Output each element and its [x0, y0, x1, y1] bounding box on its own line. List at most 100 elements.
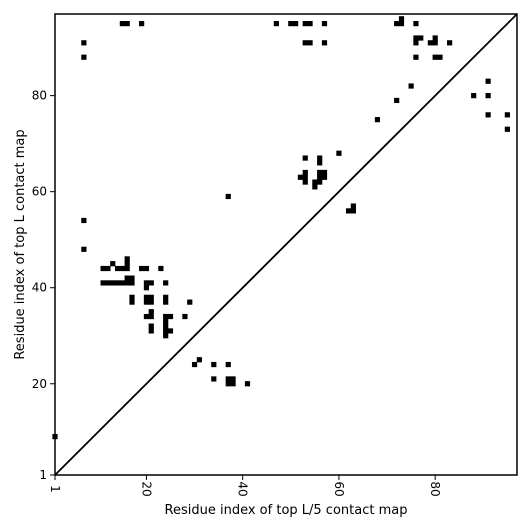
contact-point	[158, 265, 164, 272]
contact-point	[163, 328, 169, 334]
y-tick-label: 60	[32, 185, 47, 199]
contact-point	[307, 21, 313, 27]
contact-point	[148, 313, 154, 320]
contact-point	[129, 294, 135, 300]
contact-point	[167, 313, 174, 320]
contact-point	[124, 21, 130, 27]
contact-point	[148, 309, 154, 315]
contact-point	[196, 357, 202, 363]
contact-point	[413, 54, 419, 60]
contact-point	[148, 328, 154, 334]
contact-point	[148, 280, 154, 286]
contact-point	[437, 54, 443, 60]
contact-point	[374, 117, 381, 123]
x-tick-label: 1	[48, 485, 62, 493]
contact-point	[124, 265, 130, 272]
diagonal-line	[54, 13, 518, 476]
contact-point	[418, 35, 424, 41]
contact-point	[143, 285, 150, 291]
contact-point	[302, 169, 308, 176]
contact-point	[302, 174, 308, 180]
contact-point	[105, 280, 111, 286]
contact-point	[321, 21, 328, 27]
contact-point	[447, 40, 453, 46]
plot-frame	[54, 13, 518, 476]
contact-point	[211, 376, 217, 382]
contact-point	[119, 265, 125, 272]
contact-point	[225, 376, 231, 382]
contact-point	[211, 361, 217, 368]
x-tick-label: 20	[139, 481, 153, 496]
contact-point	[398, 21, 405, 27]
contact-point	[413, 40, 419, 46]
x-axis-label: Residue index of top L/5 contact map	[165, 503, 408, 518]
contact-point	[163, 323, 169, 329]
x-tick-label: 60	[332, 481, 346, 496]
contact-point	[100, 280, 106, 286]
contact-point	[350, 203, 356, 209]
contact-point	[129, 280, 135, 286]
contact-point	[81, 54, 87, 60]
contact-point	[413, 35, 419, 41]
contact-point	[321, 174, 328, 180]
contact-point	[312, 179, 318, 185]
contact-point	[163, 313, 169, 320]
contact-point	[432, 54, 438, 60]
contact-point	[485, 78, 491, 84]
contact-point	[163, 299, 169, 305]
contact-point	[81, 246, 87, 252]
contact-point	[143, 313, 150, 320]
contact-points	[52, 16, 510, 440]
contact-point	[394, 97, 400, 104]
contact-point	[114, 265, 121, 272]
contact-point	[139, 265, 145, 272]
contact-point	[302, 21, 308, 27]
contact-point	[408, 83, 414, 89]
y-axis-label: Residue index of top L contact map	[13, 129, 28, 359]
contact-point	[394, 21, 400, 27]
x-axis-ticks: 1 20 40 60 80	[48, 475, 442, 497]
contact-point	[471, 93, 477, 99]
contact-point	[191, 361, 198, 368]
contact-point	[317, 174, 323, 180]
y-tick-label: 1	[39, 468, 47, 482]
contact-point	[225, 193, 231, 200]
contact-point	[307, 40, 313, 46]
contact-point	[427, 40, 433, 46]
contact-point	[432, 40, 438, 46]
contact-point	[129, 299, 135, 305]
contact-point	[100, 265, 106, 272]
contact-point	[143, 294, 150, 300]
contact-point	[432, 35, 438, 41]
contact-point	[182, 313, 188, 320]
contact-point	[413, 21, 419, 27]
contact-point	[163, 318, 169, 324]
contact-point	[297, 174, 304, 180]
contact-point	[105, 265, 111, 272]
x-tick-label: 80	[428, 481, 442, 496]
contact-point	[124, 256, 130, 262]
contact-point	[225, 361, 231, 368]
contact-point	[244, 381, 251, 387]
x-tick-label: 40	[236, 481, 250, 496]
y-tick-label: 80	[32, 89, 47, 103]
contact-point	[167, 328, 174, 334]
contact-point	[312, 184, 318, 190]
contact-point	[110, 280, 116, 286]
contact-point	[485, 93, 491, 99]
contact-point	[485, 112, 491, 118]
y-tick-label: 40	[32, 281, 47, 295]
contact-point	[350, 208, 356, 214]
contact-point	[124, 275, 130, 281]
contact-point	[129, 275, 135, 281]
y-axis-ticks: 1 20 40 60 80	[32, 89, 55, 482]
contact-point	[148, 294, 154, 300]
contact-point	[139, 21, 145, 27]
contact-point	[321, 40, 328, 46]
contact-point	[187, 299, 193, 305]
contact-point	[302, 40, 308, 46]
contact-point	[336, 150, 342, 156]
contact-point	[317, 160, 323, 166]
contact-point	[143, 265, 150, 272]
